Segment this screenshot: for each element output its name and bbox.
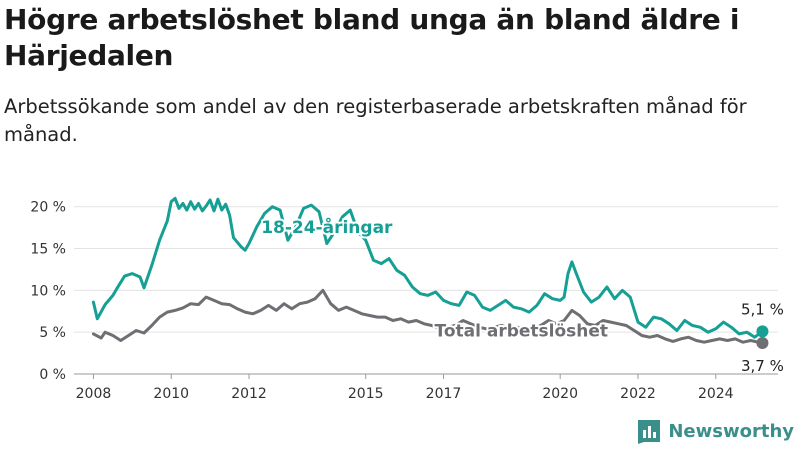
series-lines xyxy=(91,196,769,350)
series-line-1 xyxy=(91,288,764,345)
y-tick-label: 5 % xyxy=(39,325,66,341)
x-tick-label: 2008 xyxy=(76,386,112,402)
chart-subtitle: Arbetssökande som andel av den registerb… xyxy=(4,95,747,146)
series-end-point-1 xyxy=(756,337,769,350)
x-tick-label: 2012 xyxy=(231,386,267,402)
x-tick-label: 2022 xyxy=(620,386,656,402)
y-tick-label: 0 % xyxy=(39,367,66,383)
series-end-point-0 xyxy=(756,325,769,338)
gridlines xyxy=(74,206,778,375)
chart-title: Högre arbetslöshet bland unga än bland ä… xyxy=(4,3,740,72)
series-labels: 5,1 % 3,7 % 18-24-åringar Total arbetslöshe… xyxy=(259,214,784,375)
x-tick-label: 2024 xyxy=(698,386,734,402)
y-axis: 0 % 5 % 10 % 15 % 20 % xyxy=(30,200,66,383)
x-axis: 2008 2010 2012 2015 2017 2020 2022 2024 xyxy=(76,374,734,402)
series-end-label-0: 5,1 % xyxy=(741,300,784,318)
y-tick-label: 15 % xyxy=(30,242,66,258)
series-name-label-1: Total arbetslöshet xyxy=(435,322,609,342)
x-tick-label: 2017 xyxy=(426,386,462,402)
brand-name: Newsworthy xyxy=(668,420,794,442)
y-tick-label: 20 % xyxy=(30,200,66,216)
x-tick-label: 2010 xyxy=(153,386,189,402)
series-name-label-0: 18-24-åringar xyxy=(261,216,393,238)
bar-chart-icon xyxy=(638,420,661,444)
series-end-label-1: 3,7 % xyxy=(741,357,784,375)
y-tick-label: 10 % xyxy=(30,283,66,299)
newsworthy-logo: Newsworthy xyxy=(636,418,794,444)
series-line-0 xyxy=(91,196,764,339)
x-tick-label: 2015 xyxy=(348,386,384,402)
x-tick-label: 2020 xyxy=(542,386,578,402)
